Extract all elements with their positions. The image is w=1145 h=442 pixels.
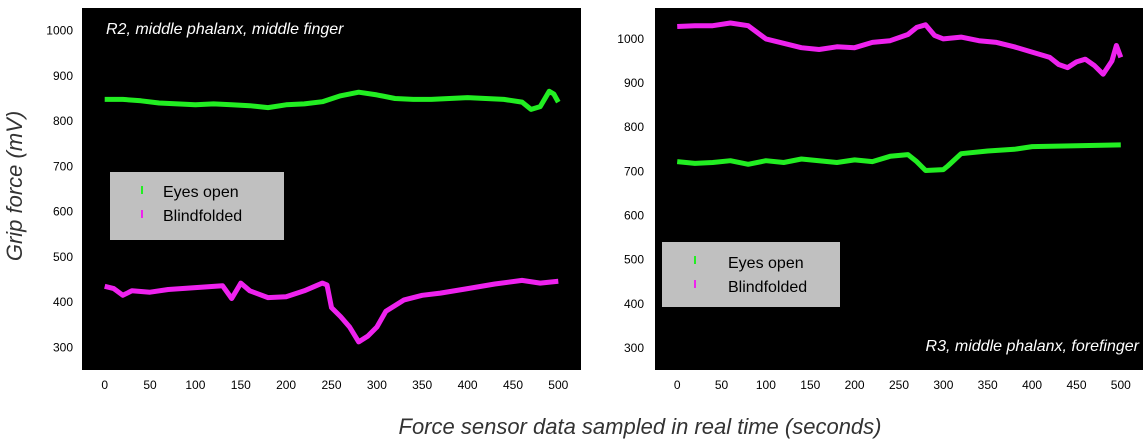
x-axis-label: Force sensor data sampled in real time (…	[399, 414, 882, 439]
right-y-tick-label: 1000	[617, 32, 644, 46]
left-series-eyes-open	[104, 88, 561, 112]
left-legend-label-blindfolded: Blindfolded	[163, 208, 242, 225]
left-x-tick-label: 50	[143, 378, 157, 392]
right-y-tick-label: 700	[624, 164, 644, 178]
right-x-tick-label: 400	[1022, 378, 1042, 392]
right-x-tick-label: 50	[715, 378, 729, 392]
right-series-blindfolded	[677, 20, 1124, 77]
right-y-tick-label: 300	[624, 341, 644, 355]
right-x-tick-label: 0	[674, 378, 681, 392]
left-x-tick-label: 350	[412, 378, 432, 392]
right-y-tick-label: 500	[624, 253, 644, 267]
right-x-tick-label: 450	[1066, 378, 1086, 392]
left-chart-panel: 300 400 500 600 700 800 900 1000 0 50 100 150 200 25…	[46, 8, 581, 392]
right-x-tick-label: 350	[978, 378, 998, 392]
right-legend-label-eyes-open: Eyes open	[728, 255, 804, 272]
right-y-tick-label: 400	[624, 297, 644, 311]
left-x-tick-label: 250	[321, 378, 341, 392]
right-y-tick-label: 600	[624, 209, 644, 223]
left-series-blindfolded	[104, 277, 559, 345]
right-series-eyes-open	[676, 142, 1121, 173]
left-chart-title: R2, middle phalanx, middle finger	[106, 21, 344, 38]
left-y-tick-label: 1000	[46, 24, 73, 38]
left-series-group	[104, 88, 561, 345]
left-x-tick-label: 150	[231, 378, 251, 392]
right-series-group	[676, 20, 1124, 173]
left-x-tick-label: 450	[503, 378, 523, 392]
left-legend-box	[110, 172, 284, 240]
left-y-tick-label: 900	[53, 69, 73, 83]
right-legend: Eyes open Blindfolded	[662, 242, 840, 307]
right-x-tick-label: 500	[1111, 378, 1131, 392]
left-x-tick-label: 500	[548, 378, 568, 392]
left-legend-swatch-eyes-open	[141, 186, 143, 194]
right-legend-swatch-blindfolded	[694, 280, 696, 288]
right-x-tick-label: 300	[933, 378, 953, 392]
left-y-tick-label: 300	[53, 340, 73, 354]
left-x-tick-label: 400	[458, 378, 478, 392]
left-y-tick-label: 400	[53, 295, 73, 309]
left-y-ticks: 300 400 500 600 700 800 900 1000	[46, 24, 73, 355]
left-y-tick-label: 800	[53, 114, 73, 128]
left-x-ticks: 0 50 100 150 200 250 300 350 400 450 500	[101, 378, 568, 392]
left-y-tick-label: 500	[53, 250, 73, 264]
right-y-tick-label: 900	[624, 76, 644, 90]
right-chart-title: R3, middle phalanx, forefinger	[926, 338, 1140, 355]
left-legend-swatch-blindfolded	[141, 210, 143, 218]
right-x-tick-label: 150	[800, 378, 820, 392]
right-legend-label-blindfolded: Blindfolded	[728, 279, 807, 296]
left-x-tick-label: 200	[276, 378, 296, 392]
right-x-ticks: 0 50 100 150 200 250 300 350 400 450 500	[674, 378, 1131, 392]
right-y-ticks: 300 400 500 600 700 800 900 1000	[617, 32, 644, 355]
right-legend-swatch-eyes-open	[694, 256, 696, 264]
y-axis-label: Grip force (mV)	[2, 111, 27, 261]
right-y-tick-label: 800	[624, 120, 644, 134]
left-x-tick-label: 100	[185, 378, 205, 392]
right-legend-box	[662, 242, 840, 307]
left-y-tick-label: 700	[53, 159, 73, 173]
right-plot-area	[655, 8, 1143, 370]
left-y-tick-label: 600	[53, 205, 73, 219]
left-legend-label-eyes-open: Eyes open	[163, 184, 239, 201]
right-chart-panel: 300 400 500 600 700 800 900 1000 0 50 100 150 200 25…	[617, 8, 1143, 392]
left-x-tick-label: 0	[101, 378, 108, 392]
left-x-tick-label: 300	[367, 378, 387, 392]
left-legend: Eyes open Blindfolded	[110, 172, 284, 240]
right-x-tick-label: 100	[756, 378, 776, 392]
right-x-tick-label: 250	[889, 378, 909, 392]
right-x-tick-label: 200	[845, 378, 865, 392]
